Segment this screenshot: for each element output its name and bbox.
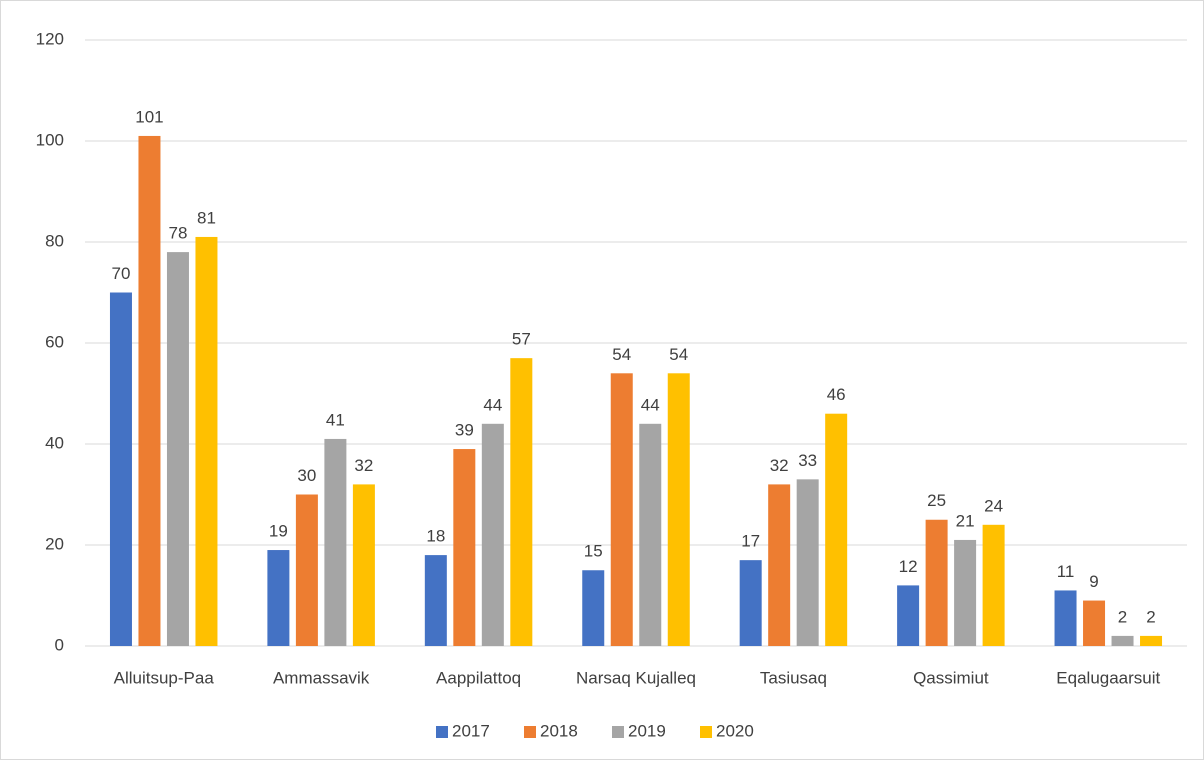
data-label: 78 xyxy=(169,224,188,243)
data-label: 70 xyxy=(112,264,131,283)
legend-swatch xyxy=(700,726,712,738)
legend-swatch xyxy=(436,726,448,738)
bar xyxy=(352,484,375,646)
bar xyxy=(825,413,848,646)
data-label: 39 xyxy=(455,421,474,440)
bar xyxy=(897,585,920,646)
bar xyxy=(610,373,633,646)
bar xyxy=(954,539,977,646)
data-label: 54 xyxy=(612,345,631,364)
data-label: 17 xyxy=(741,532,760,551)
bar xyxy=(982,524,1005,646)
y-tick-label: 40 xyxy=(45,433,64,452)
data-label: 9 xyxy=(1089,572,1098,591)
data-label: 32 xyxy=(354,456,373,475)
bar xyxy=(267,550,290,646)
data-label: 15 xyxy=(584,542,603,561)
data-label: 2 xyxy=(1118,607,1127,626)
y-tick-label: 20 xyxy=(45,534,64,553)
y-tick-label: 100 xyxy=(36,130,64,149)
bar xyxy=(510,358,533,646)
bar xyxy=(453,449,476,646)
bar xyxy=(424,555,447,646)
data-label: 25 xyxy=(927,491,946,510)
x-tick-label: Narsaq Kujalleq xyxy=(576,668,696,687)
y-tick-label: 120 xyxy=(36,29,64,48)
bar xyxy=(1140,635,1163,646)
bar xyxy=(582,570,605,646)
data-label: 44 xyxy=(641,395,660,414)
data-label: 44 xyxy=(483,395,502,414)
data-label: 33 xyxy=(798,451,817,470)
bar xyxy=(324,438,347,646)
data-label: 19 xyxy=(269,522,288,541)
bar xyxy=(1111,635,1134,646)
data-label: 46 xyxy=(827,385,846,404)
legend-label: 2018 xyxy=(540,721,578,740)
bar xyxy=(166,252,189,646)
data-label: 2 xyxy=(1146,607,1155,626)
data-label: 54 xyxy=(669,345,688,364)
legend-label: 2017 xyxy=(452,721,490,740)
legend-label: 2019 xyxy=(628,721,666,740)
data-label: 30 xyxy=(297,466,316,485)
legend-label: 2020 xyxy=(716,721,754,740)
data-label: 81 xyxy=(197,208,216,227)
data-label: 57 xyxy=(512,330,531,349)
y-tick-label: 80 xyxy=(45,231,64,250)
bar xyxy=(138,135,161,646)
bar xyxy=(1083,600,1106,646)
bar xyxy=(295,494,318,646)
data-label: 21 xyxy=(956,511,975,530)
x-tick-label: Eqalugaarsuit xyxy=(1056,668,1160,687)
x-tick-label: Aappilattoq xyxy=(436,668,521,687)
data-label: 24 xyxy=(984,496,1003,515)
bar xyxy=(195,236,218,646)
data-label: 41 xyxy=(326,410,345,429)
bar xyxy=(109,292,132,646)
data-label: 11 xyxy=(1057,562,1075,581)
data-label: 101 xyxy=(135,107,163,126)
x-tick-label: Ammassavik xyxy=(273,668,370,687)
data-label: 18 xyxy=(426,527,445,546)
legend-swatch xyxy=(612,726,624,738)
x-tick-label: Alluitsup-Paa xyxy=(114,668,215,687)
data-label: 12 xyxy=(899,557,918,576)
bar xyxy=(481,423,504,646)
bar xyxy=(1054,590,1077,646)
data-label: 32 xyxy=(770,456,789,475)
bar xyxy=(639,423,662,646)
x-tick-label: Tasiusaq xyxy=(760,668,827,687)
legend-swatch xyxy=(524,726,536,738)
bar xyxy=(667,373,690,646)
bar xyxy=(925,519,948,646)
bar xyxy=(796,479,819,646)
y-tick-label: 60 xyxy=(45,332,64,351)
y-tick-label: 0 xyxy=(55,635,64,654)
bar xyxy=(768,484,791,646)
x-tick-label: Qassimiut xyxy=(913,668,989,687)
bar xyxy=(739,560,762,646)
